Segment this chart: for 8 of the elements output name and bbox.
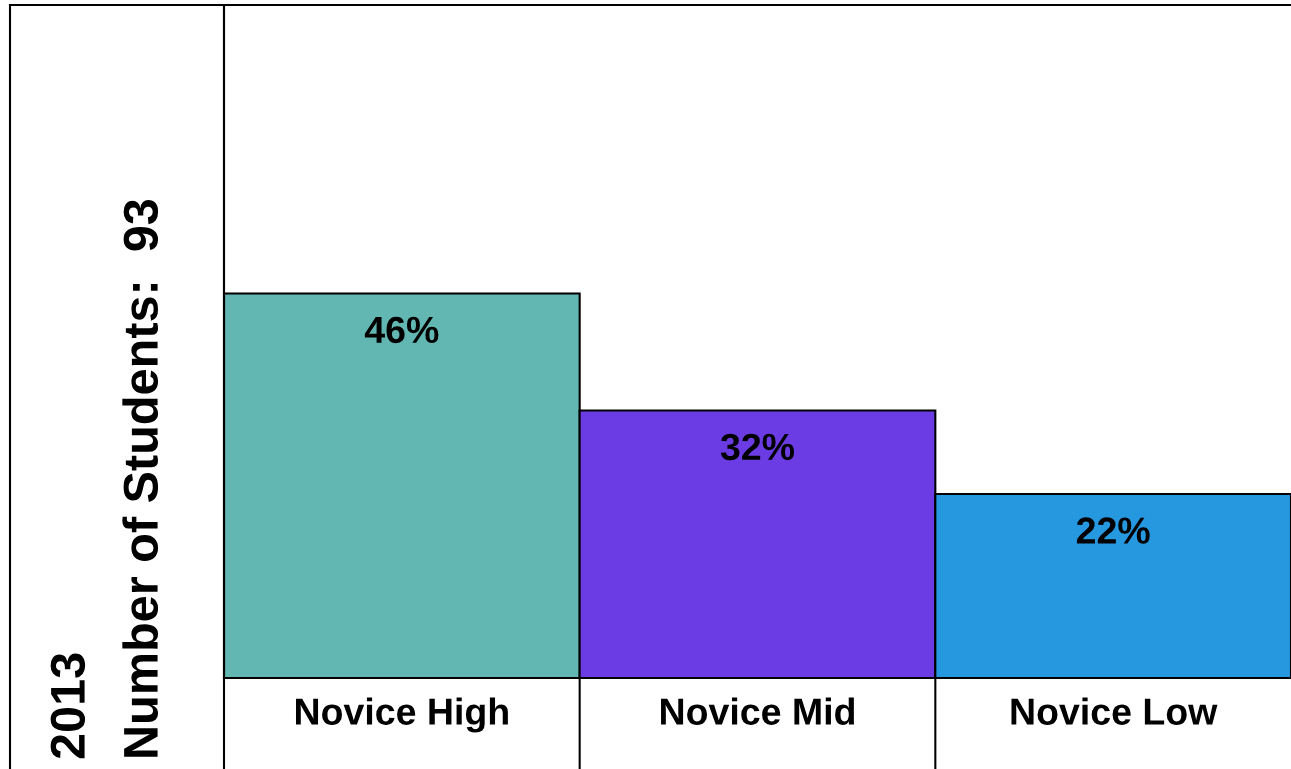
x-tick-label: Novice Low — [1011, 697, 1218, 725]
text: Number of Students: 93 — [122, 199, 159, 757]
data-label: 22% — [1076, 517, 1150, 544]
x-tick-label: Novice High — [296, 697, 508, 733]
data-label: 32% — [720, 433, 795, 461]
text: 2013 — [50, 653, 86, 759]
x-tick-label: Novice Mid — [661, 697, 855, 725]
data-label: 46% — [364, 316, 439, 344]
